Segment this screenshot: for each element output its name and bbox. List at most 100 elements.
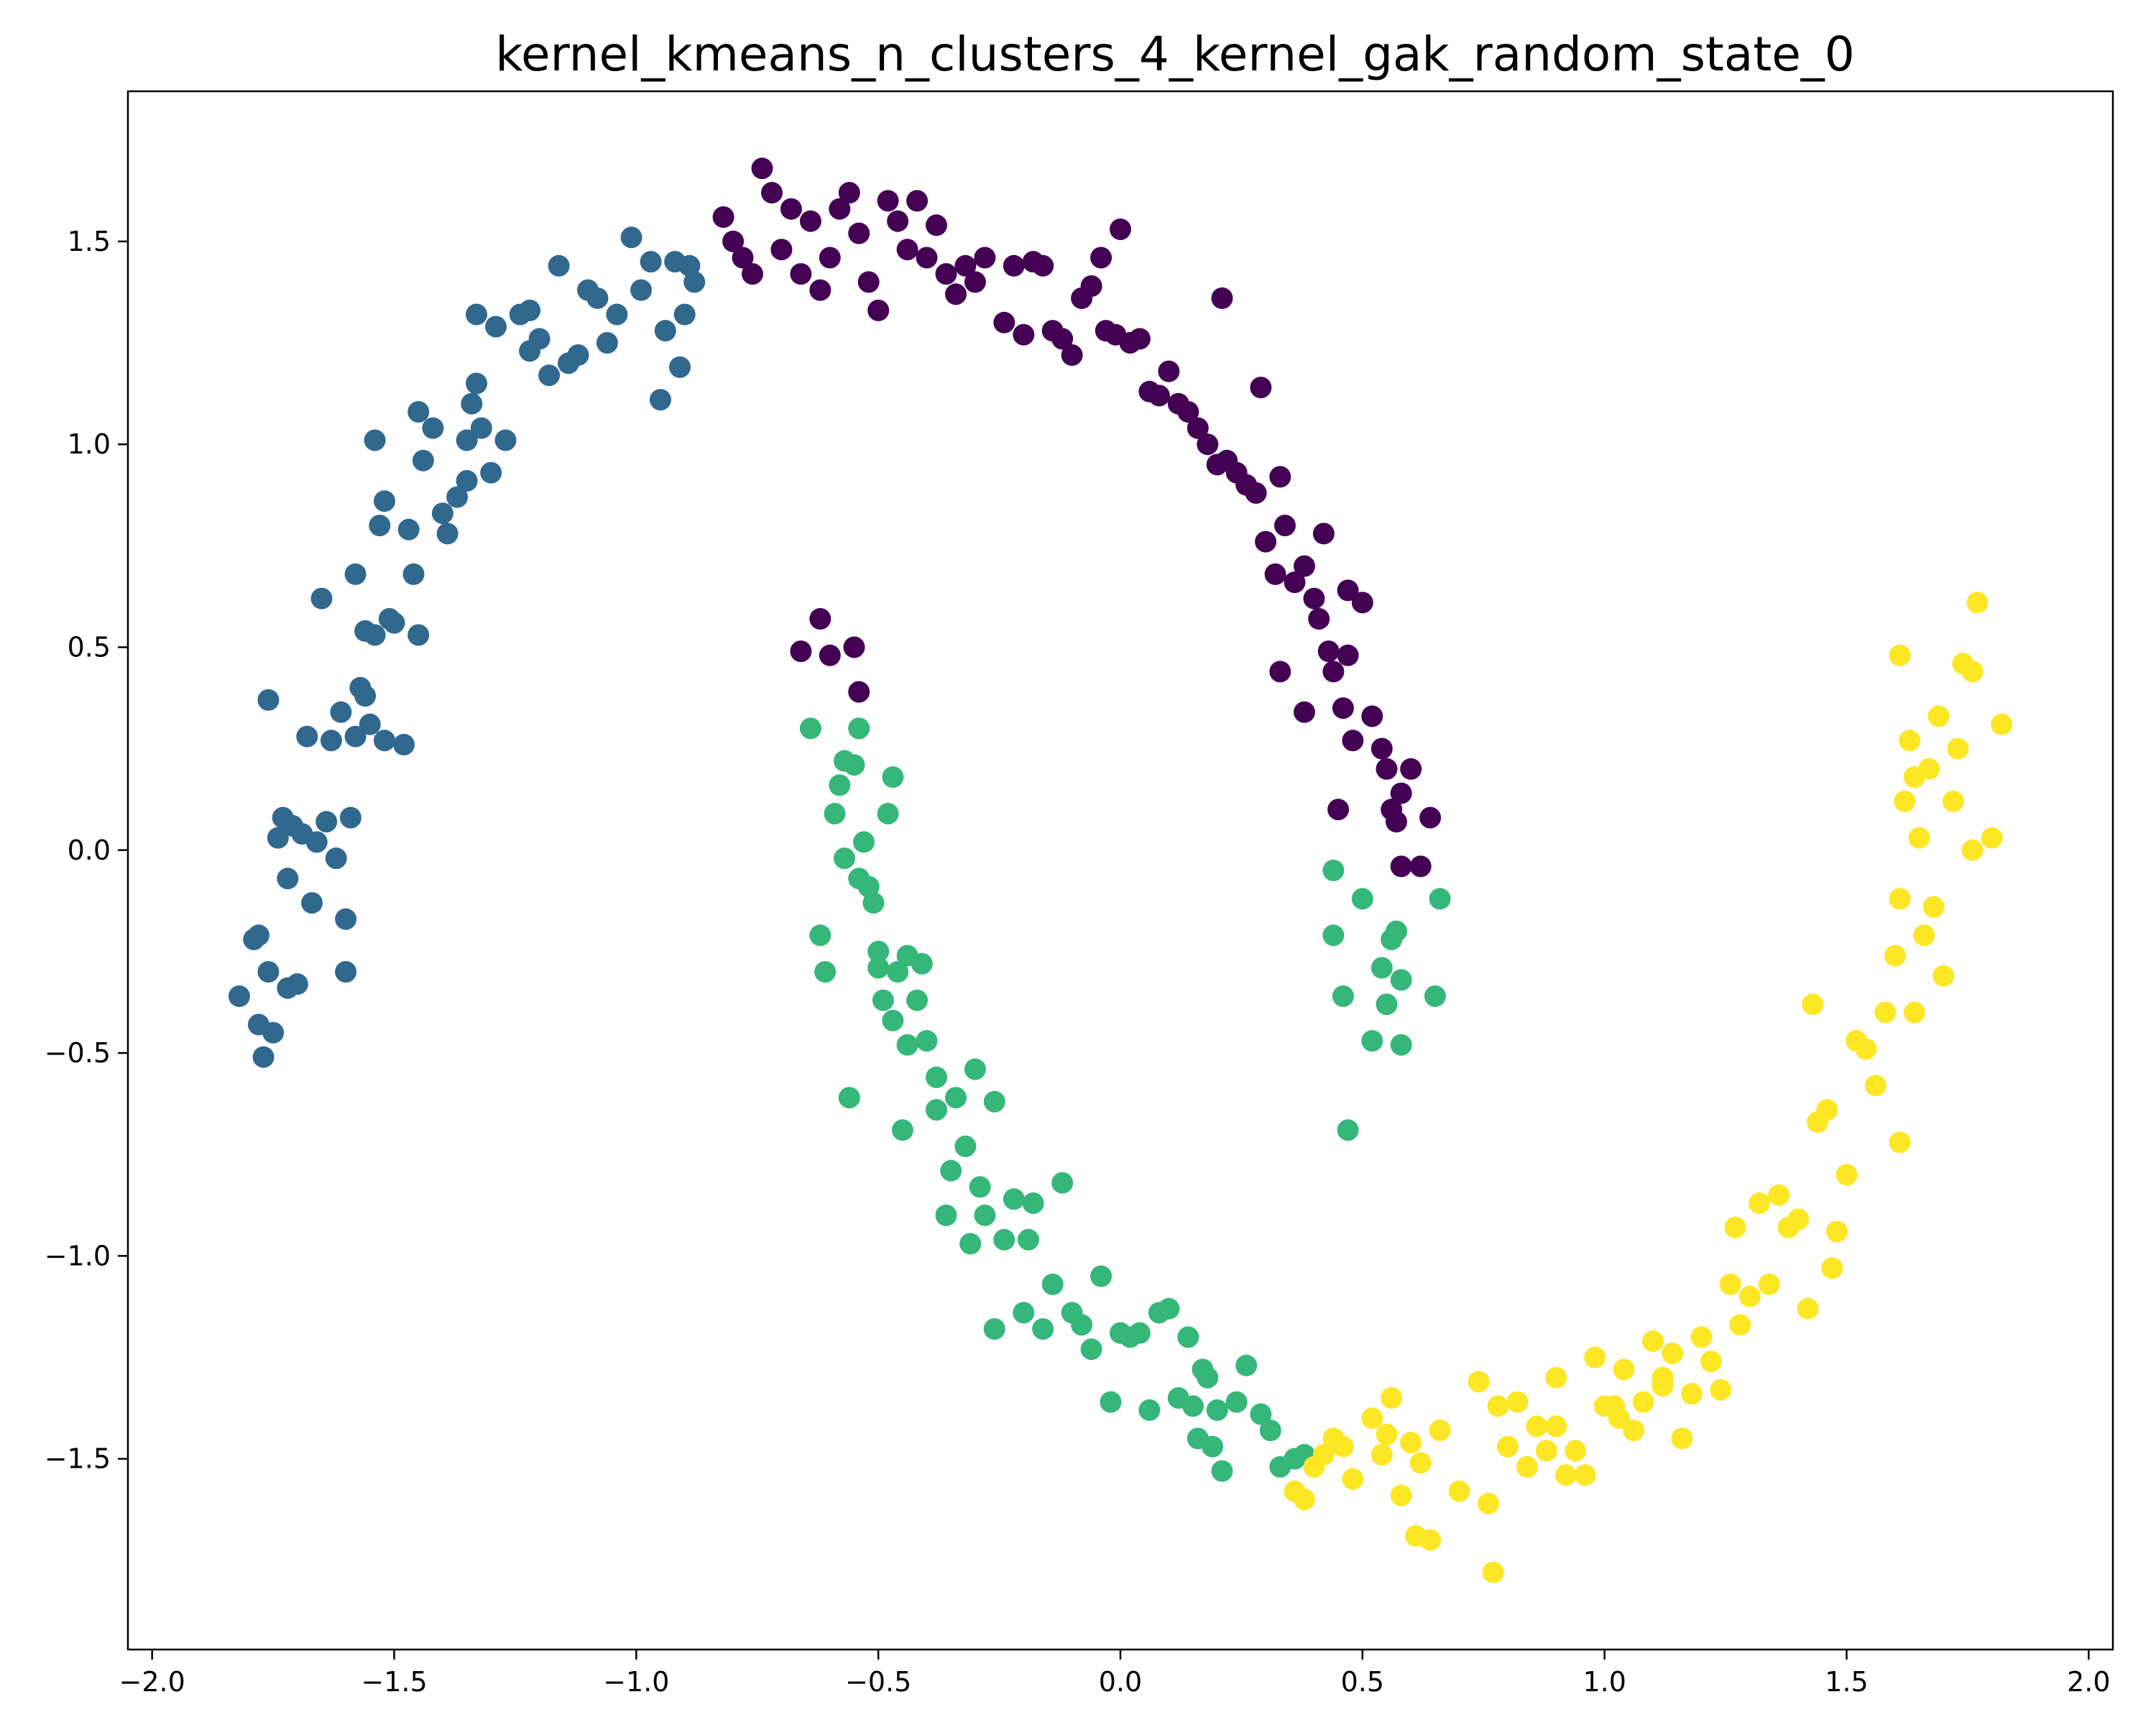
- scatter-point: [1274, 515, 1296, 537]
- scatter-point: [1429, 1420, 1451, 1442]
- scatter-point: [1322, 924, 1345, 947]
- scatter-point: [954, 254, 977, 277]
- scatter-point: [906, 989, 929, 1011]
- scatter-point: [257, 689, 280, 711]
- scatter-point: [446, 486, 469, 508]
- scatter-point: [916, 1030, 938, 1052]
- x-tick-label: −1.5: [361, 1666, 427, 1698]
- scatter-point: [1482, 1561, 1504, 1583]
- scatter-point: [964, 1058, 986, 1080]
- scatter-point: [1322, 661, 1345, 683]
- scatter-point: [315, 811, 338, 833]
- scatter-point: [1680, 1383, 1703, 1405]
- scatter-point: [1671, 1427, 1693, 1450]
- scatter-point: [1947, 737, 1969, 760]
- scatter-point: [1942, 791, 1964, 812]
- scatter-point: [683, 271, 706, 293]
- scatter-point: [770, 239, 793, 261]
- scatter-point: [1332, 985, 1354, 1007]
- scatter-point: [1337, 579, 1359, 602]
- scatter-point: [1071, 1314, 1093, 1336]
- scatter-point: [673, 303, 696, 326]
- scatter-point: [335, 908, 357, 930]
- scatter-point: [974, 247, 996, 269]
- scatter-point: [867, 957, 890, 979]
- scatter-point: [1884, 944, 1906, 967]
- scatter-point: [1922, 896, 1945, 918]
- scatter-point: [339, 806, 361, 829]
- scatter-point: [466, 372, 487, 395]
- scatter-point: [935, 263, 957, 285]
- scatter-point: [330, 701, 352, 723]
- scatter-point: [1061, 344, 1083, 366]
- scatter-point: [397, 518, 420, 540]
- scatter-point: [780, 198, 802, 220]
- scatter-point: [1041, 1273, 1064, 1295]
- scatter-point: [364, 429, 386, 451]
- scatter-point: [848, 717, 870, 740]
- scatter-point: [1235, 1354, 1258, 1376]
- scatter-point: [567, 344, 589, 366]
- scatter-point: [838, 182, 860, 204]
- scatter-point: [1632, 1391, 1654, 1413]
- scatter-point: [954, 1135, 977, 1157]
- scatter-point: [945, 283, 967, 305]
- scatter-point: [1729, 1314, 1751, 1336]
- scatter-point: [407, 401, 430, 423]
- scatter-point: [1090, 247, 1112, 269]
- scatter-point: [1821, 1257, 1843, 1279]
- scatter-point: [799, 717, 821, 740]
- scatter-point: [1051, 1172, 1074, 1194]
- scatter-point: [1758, 1273, 1780, 1295]
- scatter-point: [412, 449, 434, 472]
- scatter-point: [1545, 1366, 1567, 1389]
- scatter-point: [1700, 1351, 1722, 1373]
- scatter-point: [1613, 1358, 1635, 1381]
- scatter-point: [277, 868, 299, 890]
- scatter-point: [436, 523, 459, 545]
- scatter-point: [1381, 1387, 1403, 1409]
- scatter-point: [422, 417, 444, 439]
- scatter-point: [916, 247, 938, 269]
- scatter-point: [1294, 1489, 1315, 1511]
- scatter-point: [1332, 1435, 1354, 1458]
- scatter-point: [1390, 1484, 1412, 1506]
- scatter-point: [1317, 640, 1340, 663]
- scatter-point: [993, 1228, 1015, 1251]
- scatter-point: [1018, 1228, 1039, 1251]
- scatter-point: [983, 1090, 1005, 1113]
- scatter-point: [834, 750, 855, 772]
- scatter-point: [1250, 377, 1272, 399]
- scatter-point: [1376, 1423, 1398, 1445]
- scatter-point: [1337, 1119, 1359, 1141]
- y-tick-label: 1.5: [68, 226, 111, 257]
- y-tick-label: 1.0: [68, 428, 111, 460]
- scatter-point: [374, 490, 395, 512]
- scatter-point: [1496, 1435, 1519, 1458]
- scatter-point: [1961, 839, 1984, 861]
- scatter-point: [1361, 1407, 1383, 1430]
- scatter-point: [383, 612, 405, 634]
- scatter-point: [867, 299, 890, 321]
- scatter-point: [809, 608, 831, 630]
- scatter-point: [857, 271, 880, 293]
- scatter-point: [867, 940, 890, 962]
- scatter-point: [819, 644, 841, 666]
- scatter-point: [790, 263, 812, 285]
- scatter-point: [305, 831, 328, 853]
- scatter-point: [538, 364, 561, 387]
- y-tick-label: −0.5: [45, 1037, 111, 1069]
- scatter-point: [834, 847, 855, 870]
- scatter-point: [548, 254, 570, 277]
- scatter-point: [1370, 737, 1393, 760]
- scatter-point: [1013, 323, 1035, 346]
- scatter-point: [1991, 713, 2013, 735]
- scatter-point: [1738, 1285, 1761, 1307]
- scatter-point: [1835, 1164, 1858, 1186]
- scatter-point: [402, 563, 425, 585]
- scatter-point: [1506, 1391, 1529, 1413]
- scatter-point: [974, 1204, 996, 1226]
- scatter-point: [1177, 1326, 1199, 1348]
- scatter-point: [1724, 1216, 1746, 1238]
